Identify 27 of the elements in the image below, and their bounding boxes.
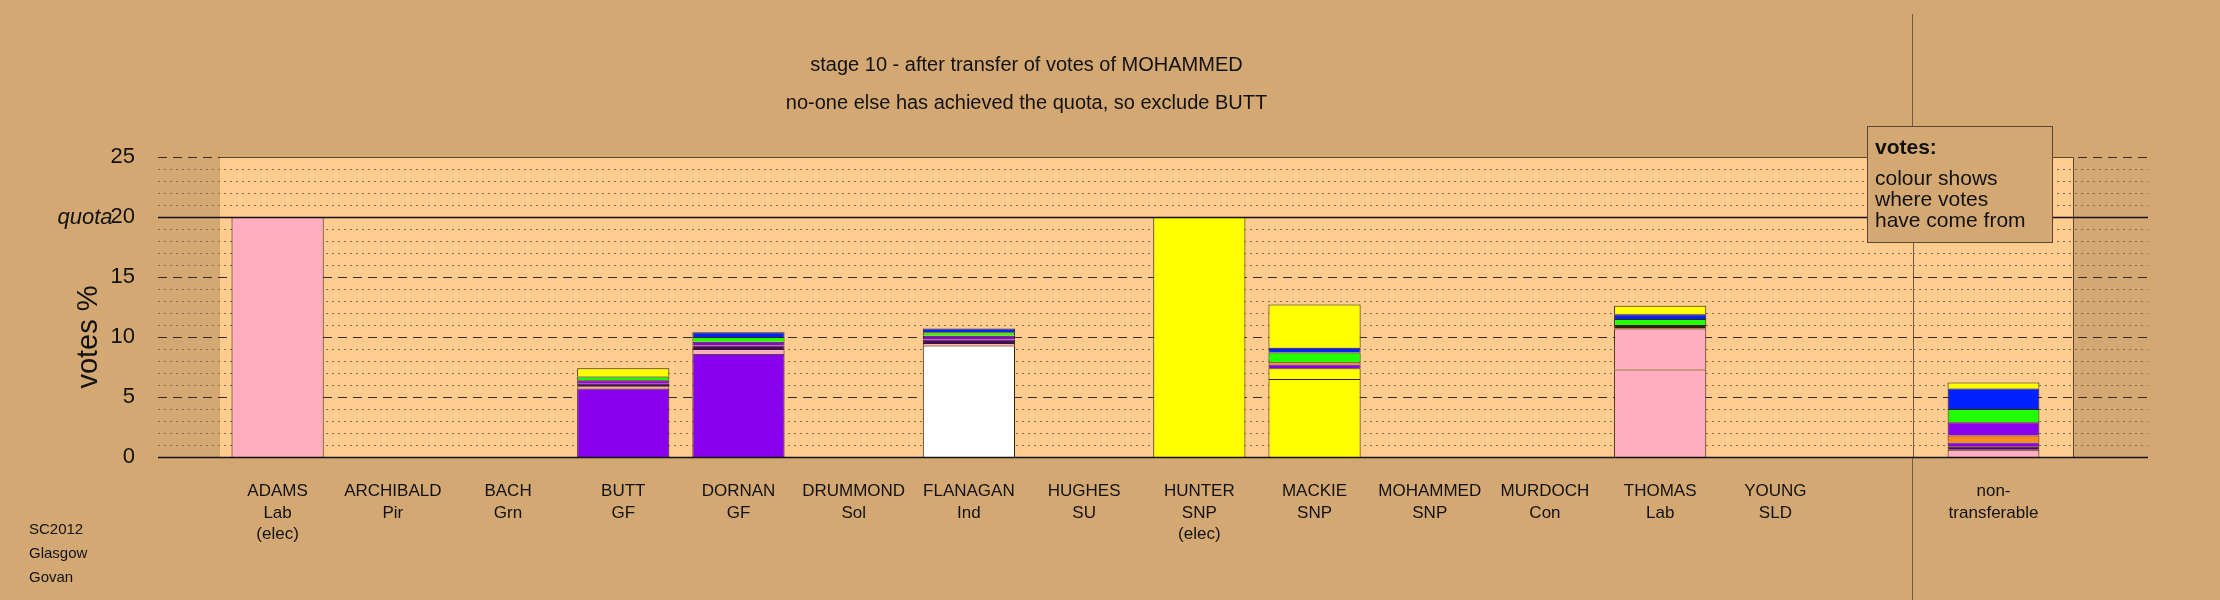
x-tick-label: HUNTER SNP (elec) — [1163, 481, 1235, 544]
y-tick-label: 15 — [110, 263, 135, 289]
text: SC2012 Glasgow Govan — [29, 520, 88, 586]
ref-line-label: quota — [57, 203, 113, 229]
x-tick-label: HUGHES SU — [1047, 481, 1121, 522]
chart-subtitle: no-one else has achieved the quota, so exclude BUTT — [785, 90, 1268, 113]
x-tick-label: BUTT GF — [601, 481, 646, 522]
y-tick-label: 0 — [122, 443, 135, 469]
annotation: colour shows where votes have come from — [1875, 166, 2027, 231]
x-tick-label: DORNAN GF — [701, 481, 776, 522]
x-tick-label: YOUNG SLD — [1744, 481, 1807, 522]
chart-title: stage 10 - after transfer of votes of MOHAMMED — [810, 52, 1243, 75]
x-tick-label: BACH Grn — [484, 481, 532, 522]
x-tick-label: ARCHIBALD Pir — [344, 481, 442, 522]
y-tick-label: 25 — [110, 143, 135, 169]
x-tick-label: FLANAGAN Ind — [923, 481, 1015, 522]
annotation: votes: — [1875, 135, 1938, 159]
x-tick-label: MACKIE SNP — [1281, 481, 1348, 522]
y-axis-title: votes % — [71, 285, 103, 389]
x-tick-label: THOMAS Lab — [1623, 481, 1697, 522]
x-tick-label: ADAMS Lab (elec) — [247, 481, 308, 544]
x-tick-label: MURDOCH Con — [1500, 481, 1590, 522]
x-tick-label: MOHAMMED SNP — [1378, 481, 1482, 522]
x-tick-label: DRUMMOND Sol — [802, 481, 906, 522]
y-tick-label: 10 — [110, 323, 135, 349]
x-tick-label: non- transferable — [1948, 481, 2039, 522]
y-tick-label: 5 — [122, 383, 135, 409]
